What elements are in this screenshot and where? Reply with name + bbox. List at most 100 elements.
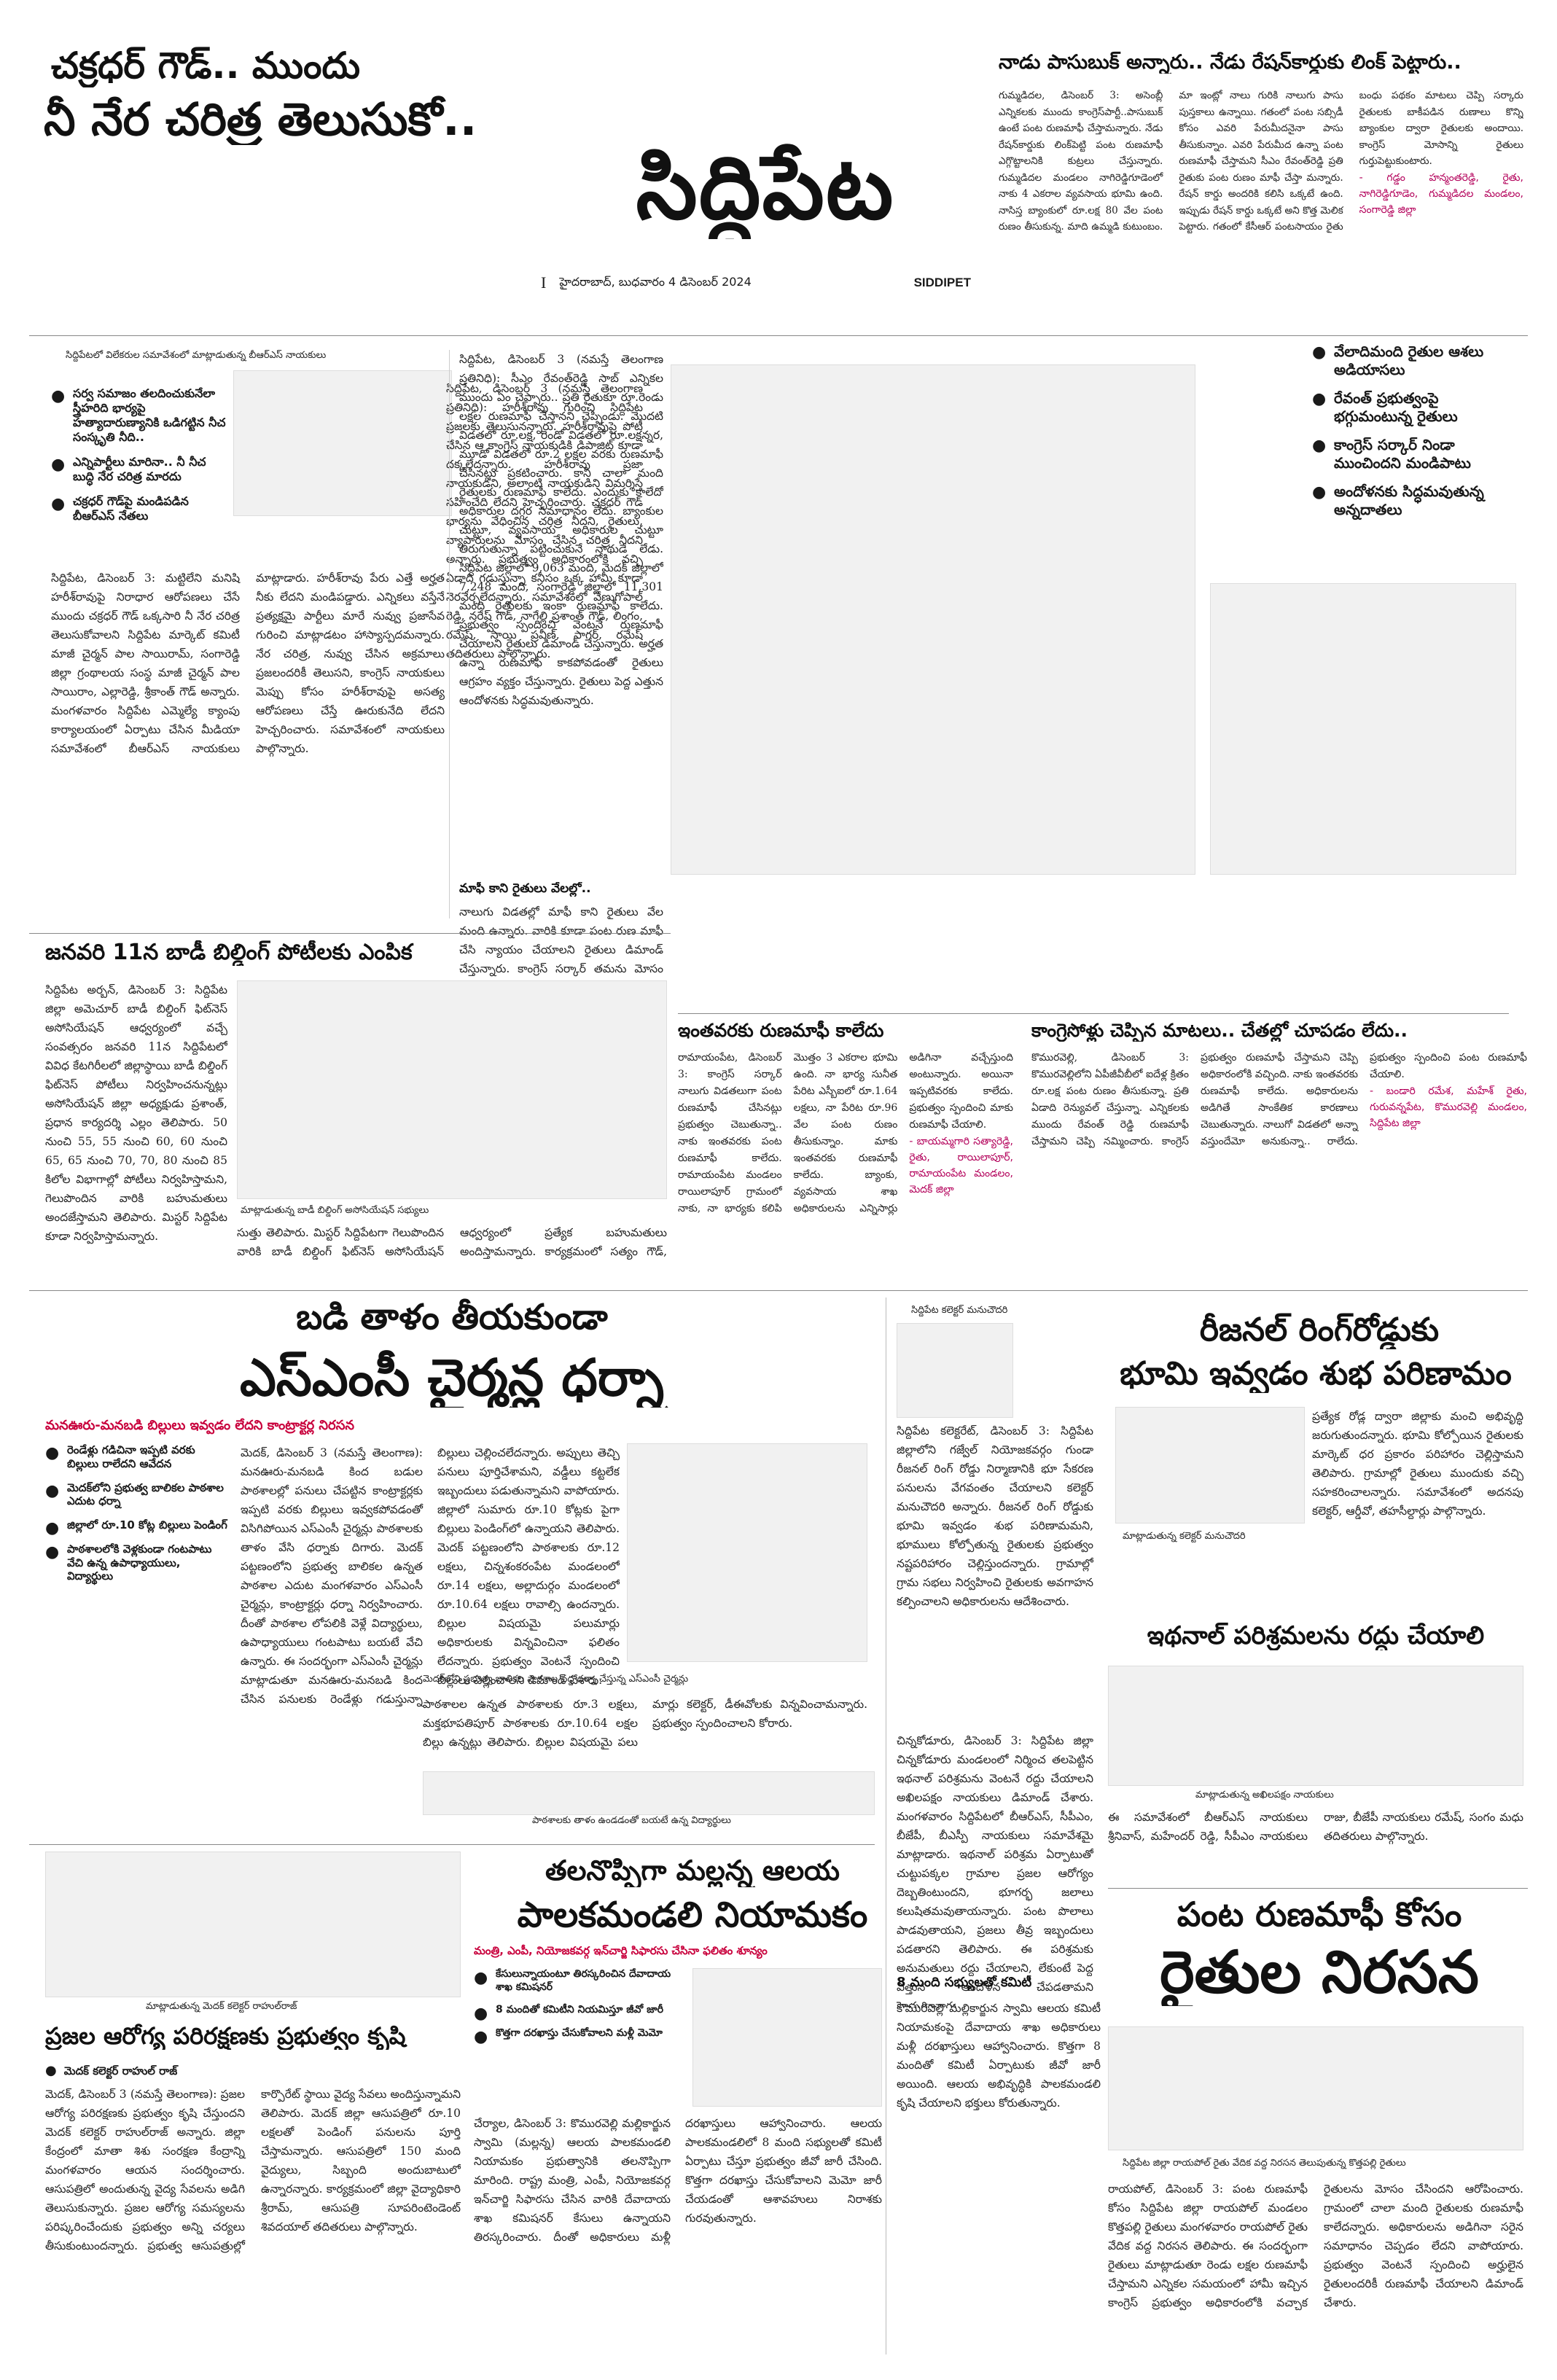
right-top-photo: [1210, 583, 1516, 875]
rule-bodybuilding: [29, 933, 671, 934]
mallanna-sub: మంత్రి, ఎంపీ, నియోజకవర్గ ఇన్‌చార్జి సిఫా…: [474, 1944, 768, 1957]
mallanna-bullet-2: 8 మందితో కమిటీని నియమిస్తూ జీవో జారీ: [474, 2004, 685, 2024]
health-headline: ప్రజల ఆరోగ్య పరిరక్షణకు ప్రభుత్వం కృషి: [45, 2023, 406, 2050]
chakradhar-photo-caption: సిద్దిపేటలో విలేకరుల సమావేశంలో మాట్లాడుత…: [66, 350, 327, 361]
chakradhar-bullets: సర్వ సమాజం తలదించుకునేలా స్త్రీహరిది భార…: [51, 386, 226, 534]
top-rule: [29, 335, 1528, 336]
chakradhar-body: సిద్దిపేట, డిసెంబర్ 3: మట్టిలేని మనిషి హ…: [51, 571, 445, 755]
smc-photo-caption: మెదక్‌లోని ప్రభుత్వ బాలికల పాఠశాల వద్ద ధ…: [423, 1674, 689, 1685]
collector-body2: ప్రత్యేక రోడ్ల ద్వారా జిల్లాకు మంచి అభివ…: [1312, 1410, 1523, 1518]
mallanna-subbody: కొమురవెల్లి మల్లికార్జున స్వామి ఆలయ కమిట…: [897, 2002, 1101, 2110]
chakradhar-bullet-2: ఎన్నిపార్టీలు మారినా.. నీ నీచ బుద్ధి నేర…: [51, 455, 226, 484]
smc-sub: మనఊరు-మనబడి బిల్లులు ఇవ్వడం లేదని కాంట్ర…: [45, 1418, 354, 1433]
top-right-signature: - గడ్డం హన్మంతరెడ్డి, రైతు, నాగిరెడ్డిగూ…: [1359, 171, 1523, 216]
smc-photo-caption2: పాఠశాలకు తాళం ఉండడంతో బయటే ఉన్న విద్యార్…: [532, 1815, 731, 1826]
congress-signature: - బండారి రమేశ, మహేశ్ రైతు, గురువన్నపేట, …: [1370, 1085, 1527, 1129]
mallanna-headline-line2: పాలకమండలి నియామకం: [517, 1895, 868, 1935]
right-bullets: వేలాదిమంది రైతుల ఆశలు అడియాసలు రేవంత్ ప్…: [1312, 343, 1509, 529]
smc-bullets: రెండేళ్లు గడిచినా ఇప్పటి వరకు బిల్లులు ర…: [45, 1443, 227, 1593]
page-number: I: [541, 273, 547, 292]
bodybuilding-body: సిద్దిపేట అర్బన్, డిసెంబర్ 3: సిద్దిపేట …: [45, 983, 227, 1243]
kaledu-signature: - బాయమ్మగారి సత్యారెడ్డి, రైతు, రాయిలాపూ…: [909, 1136, 1013, 1195]
runamafi-top-body: సిద్దిపేట, డిసెంబర్ 3 (నమస్తే తెలంగాణ ప్…: [459, 353, 663, 707]
health-sub-text: మెదక్ కలెక్టర్ రాహుల్ రాజ్: [63, 2064, 178, 2077]
right-bullet-3: కాంగ్రెస్ సర్కార్ నిండా ముంచిందని మండిపా…: [1312, 436, 1509, 472]
smc-photo-2: [423, 1771, 875, 1815]
ethanol-caption: మాట్లాడుతున్న అఖిలపక్షం నాయకులు: [1195, 1790, 1334, 1800]
health-photo-caption: మాట్లాడుతున్న మెదక్ కలెక్టర్ రాహుల్‌రాజ్: [146, 2001, 297, 2012]
health-sub: ● మెదక్ కలెక్టర్ రాహుల్ రాజ్: [45, 2063, 178, 2078]
smc-photo-1: [627, 1443, 867, 1662]
smc-headline-line2: ఎస్ఎంసీ చైర్మన్ల ధర్నా: [239, 1349, 665, 1408]
smc-bullet-2: మెదక్‌లోని ప్రభుత్వ బాలికల పాఠశాల ఎదుట ధ…: [45, 1481, 227, 1509]
collector-headline-line1: రీజనల్ రింగ్‌రోడ్డుకు: [1199, 1312, 1440, 1349]
collector-headline-line2: భూమి ఇవ్వడం శుభ పరిణామం: [1120, 1356, 1512, 1392]
divider-vertical-1: [449, 350, 450, 918]
mallanna-subhead: 8 మంది సభ్యులతో కమిటీ: [897, 1975, 1032, 1990]
protest-headline-line2: రైతుల నిరసన: [1160, 1939, 1479, 2006]
lower-rule: [29, 1844, 875, 1845]
health-photo: [45, 1852, 461, 1997]
bodybuilding-headline: జనవరి 11న బాడీ బిల్డింగ్ పోటీలకు ఎంపిక: [45, 940, 413, 965]
mallanna-bullet-3: కొత్తగా దరఖాస్తు చేసుకోవాలని మళ్లీ మెమో: [474, 2027, 685, 2047]
mallanna-headline-line1: తలనొప్పిగా మల్లన్న ఆలయ: [545, 1855, 840, 1887]
smc-body2: పాఠశాలల ఉన్నత పాఠశాలకు రూ.3 లక్షలు, మక్త…: [423, 1698, 867, 1749]
smc-bullet-1: రెండేళ్లు గడిచినా ఇప్పటి వరకు బిల్లులు ర…: [45, 1443, 227, 1471]
kaledu-body: రామాయంపేట, డిసెంబర్ 3: కాంగ్రెస్ సర్కార్…: [678, 1050, 1013, 1283]
chakradhar-bullet-1: సర్వ సమాజం తలదించుకునేలా స్త్రీహరిది భార…: [51, 386, 226, 445]
smc-body-lower: [45, 1677, 235, 1771]
masthead-english: SIDDIPET: [913, 276, 971, 289]
collector-body: సిద్దిపేట కలెక్టరేట్, డిసెంబర్ 3: సిద్ది…: [897, 1424, 1093, 1608]
mallanna-bullet-1: కేసులున్నాయంటూ తిరస్కరించిన దేవాదాయ శాఖ …: [474, 1968, 685, 1994]
kaledu-headline: ఇంతవరకు రుణమాఫీ కాలేదు: [678, 1021, 884, 1041]
rule-kaledu: [678, 1013, 1509, 1014]
dateline-row: I హైదరాబాద్, బుధవారం 4 డిసెంబర్ 2024 SID…: [541, 268, 971, 297]
protest-caption: సిద్దిపేట జిల్లా రాయపోల్ రైతు వేదిక వద్ద…: [1123, 2158, 1406, 2169]
collector-photo: [1115, 1407, 1305, 1523]
chakradhar-bullet-3: చక్రధర్ గౌడ్‌పై మండిపడిన బీఆర్‌ఎస్ నేతలు: [51, 494, 226, 523]
protest-photo: [1108, 2026, 1523, 2150]
mallanna-photo: [692, 1968, 882, 2107]
chakradhar-body2: సిద్దిపేట, డిసెంబర్ 3 (నమస్తే తెలంగాణ ప్…: [446, 382, 643, 660]
top-right-body-text: గుమ్మడిదల, డిసెంబర్ 3: అసెంబ్లీ ఎన్నికలక…: [999, 90, 1523, 233]
top-left-headline-line1: చక్రధర్ గౌడ్.. ముందు: [51, 45, 361, 87]
masthead: సిద్దిపేట: [554, 138, 962, 262]
center-top-photo: [671, 364, 1195, 875]
kaledu-body-text: రామాయంపేట, డిసెంబర్ 3: కాంగ్రెస్ సర్కార్…: [678, 1052, 1013, 1214]
top-right-body: గుమ్మడిదల, డిసెంబర్ 3: అసెంబ్లీ ఎన్నికలక…: [999, 87, 1523, 305]
smc-headline-line1: బడి తాళం తీయకుండా: [296, 1298, 608, 1338]
right-bullet-1: వేలాదిమంది రైతుల ఆశలు అడియాసలు: [1312, 343, 1509, 379]
collector-caption: సిద్దిపేట కలెక్టర్ మనుచౌదరి: [911, 1305, 1008, 1316]
smc-bullet-3: జిల్లాలో రూ.10 కోట్ల బిల్లులు పెండింగ్: [45, 1518, 227, 1538]
mallanna-body-right: [897, 1852, 1101, 1968]
collector-photo-caption: మాట్లాడుతున్న కలెక్టర్ మనుచౌదరి: [1123, 1531, 1246, 1542]
lower-rule-right: [1108, 1888, 1528, 1889]
health-body: మెదక్, డిసెంబర్ 3 (నమస్తే తెలంగాణ): ప్రజ…: [45, 2088, 461, 2252]
protest-body: రాయపోల్, డిసెంబర్ 3: పంట రుణమాఫీ కోసం సి…: [1108, 2182, 1523, 2309]
smc-body: మెదక్, డిసెంబర్ 3 (నమస్తే తెలంగాణ): మనఊర…: [241, 1446, 620, 1706]
ethanol-headline: ఇథనాల్ పరిశ్రమలను రద్దు చేయాలి: [1147, 1622, 1485, 1650]
bodybuilding-photo: [237, 980, 667, 1199]
mallanna-bullets: కేసులున్నాయంటూ తిరస్కరించిన దేవాదాయ శాఖ …: [474, 1968, 685, 2050]
congress-body-text: కొమురవెల్లి, డిసెంబర్ 3: కొమురవెల్లిలోని…: [1031, 1052, 1527, 1147]
top-left-headline-line2: నీ నేర చరిత్ర తెలుసుకో..: [44, 93, 477, 146]
ethanol-photo: [1108, 1666, 1523, 1786]
masthead-title: సిద్దిపేట: [636, 138, 895, 239]
middle-rule: [29, 1290, 1528, 1291]
ethanol-body2: ఈ సమావేశంలో బీఆర్‌ఎస్ నాయకులు శ్రీనివాస్…: [1108, 1811, 1523, 1843]
collector-portrait: [897, 1323, 1013, 1418]
bodybuilding-caption: మాట్లాడుతున్న బాడీ బిల్డింగ్ అసోసియేషన్ …: [241, 1205, 429, 1216]
congress-headline: కాంగ్రెసోళ్లు చెప్పిన మాటలు.. చేతల్లో చూ…: [1031, 1021, 1408, 1041]
bodybuilding-body2: సుత్తు తెలిపారు. మిస్టర్ సిద్దిపేటగా గెల…: [237, 1226, 667, 1258]
ethanol-body: చిన్నకోడూరు, డిసెంబర్ 3: సిద్దిపేట జిల్ల…: [897, 1734, 1093, 2008]
mallanna-body: చేర్యాల, డిసెంబర్ 3: కొమురవెల్లి మల్లికా…: [474, 2117, 882, 2244]
congress-body: కొమురవెల్లి, డిసెంబర్ 3: కొమురవెల్లిలోని…: [1031, 1050, 1527, 1283]
top-right-headline: నాడు పాసుబుక్ అన్నారు.. నేడు రేషన్‌కార్డ…: [999, 51, 1462, 74]
runamafi-top-subhead: మాఫీ కాని రైతులు వేలల్లో..: [459, 882, 591, 896]
dateline: హైదరాబాద్, బుధవారం 4 డిసెంబర్ 2024: [559, 274, 752, 289]
right-bullet-2: రేవంత్ ప్రభుత్వంపై భగ్గుమంటున్న రైతులు: [1312, 389, 1509, 426]
right-bullet-4: అందోళనకు సిద్ధమవుతున్న అన్నదాతలు: [1312, 483, 1509, 519]
chakradhar-photo: [233, 370, 452, 516]
smc-bullet-4: పాఠశాలలోకి వెళ్లకుండా గంటపాటు వేచి ఉన్న …: [45, 1542, 227, 1583]
protest-headline-line1: పంట రుణమాఫీ కోసం: [1176, 1895, 1462, 1934]
